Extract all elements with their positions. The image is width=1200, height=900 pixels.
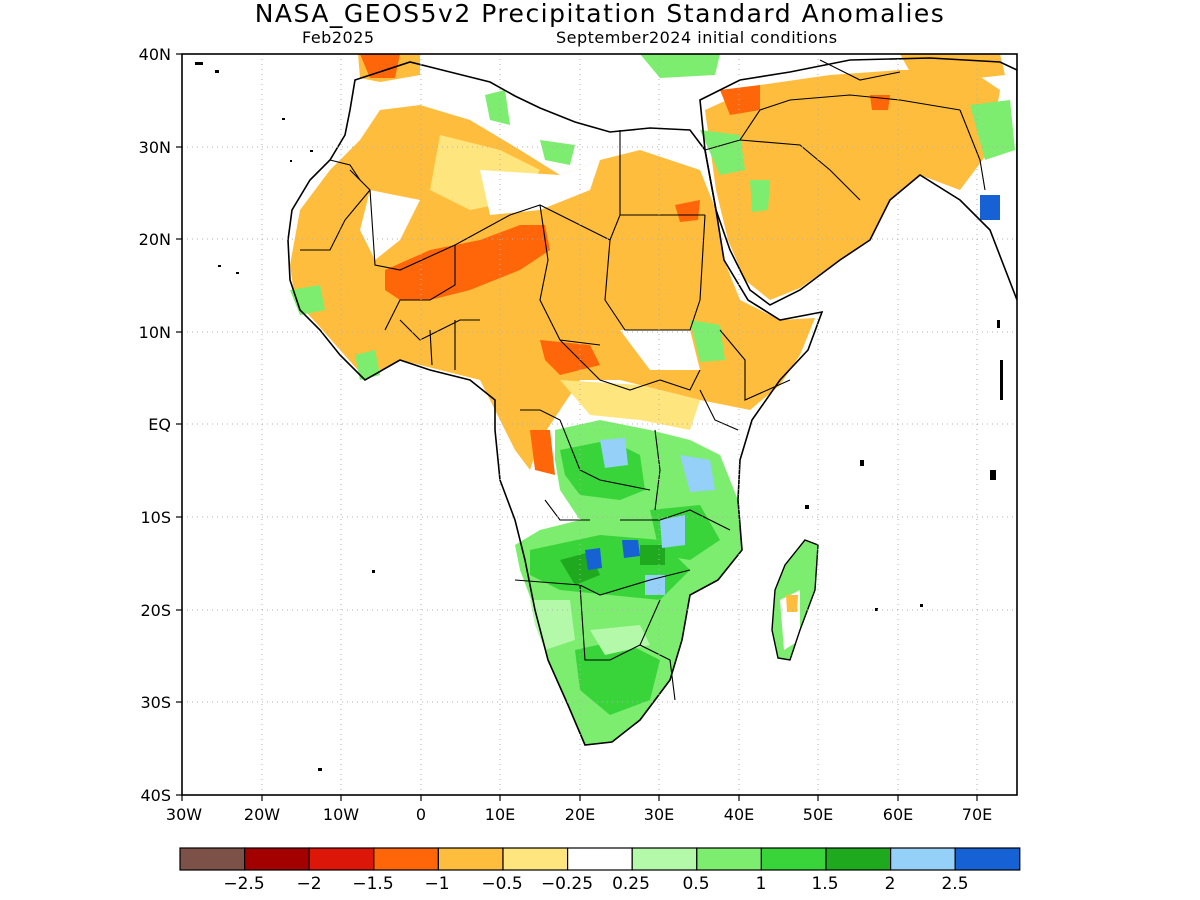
strong-dry-streak <box>530 430 555 475</box>
legend-label: 0.5 <box>682 874 709 894</box>
legend-swatch <box>437 847 504 871</box>
grid-lines <box>182 54 1017 795</box>
wet-anomaly-core <box>575 640 660 715</box>
lon-label: 10E <box>485 805 515 824</box>
lon-label: 20W <box>244 805 280 824</box>
lon-label: 20E <box>565 805 595 824</box>
strong-dry-streak <box>540 340 600 375</box>
lat-label: 20N <box>139 230 171 249</box>
legend-swatch <box>179 847 246 871</box>
legend-label: −1.5 <box>352 874 393 894</box>
lat-label: 40N <box>139 45 171 64</box>
near-normal-patch <box>360 190 420 260</box>
initial-conditions: September2024 initial conditions <box>556 28 838 47</box>
strong-dry-streak <box>675 200 700 222</box>
legend-label: 2.5 <box>941 874 968 894</box>
wet-patch-north <box>970 100 1015 160</box>
legend-swatch <box>631 847 698 871</box>
lat-label: 20S <box>140 601 171 620</box>
near-normal-patch <box>480 160 600 215</box>
wet-anomaly-light-green <box>530 600 575 650</box>
weak-dry-patch <box>560 380 700 430</box>
legend-label: 1 <box>756 874 767 894</box>
latitude-labels: 40N 30N 20N 10N EQ 10S 20S 30S 40S <box>139 45 171 805</box>
wet-anomaly-very-strong <box>980 195 1000 220</box>
legend-label: −2.5 <box>223 874 264 894</box>
lon-label: 10W <box>323 805 359 824</box>
legend-swatch <box>308 847 375 871</box>
forecast-month: Feb2025 <box>302 28 375 47</box>
longitude-labels: 30W 20W 10W 0 10E 20E 30E 40E 50E 60E 70… <box>166 805 992 824</box>
madagascar-patch <box>786 595 798 612</box>
wet-patch-west <box>355 350 380 380</box>
wet-patch-east <box>750 180 770 212</box>
country-borders <box>300 59 986 701</box>
color-legend <box>179 847 1021 871</box>
legend-label: −1 <box>424 874 449 894</box>
legend-swatch <box>954 847 1021 871</box>
axis-ticks <box>176 53 978 801</box>
wet-patch-north <box>640 54 720 78</box>
lon-label: 70E <box>962 805 992 824</box>
strong-dry-streak <box>385 225 550 300</box>
legend-swatch <box>244 847 310 871</box>
wet-anomaly-light <box>660 515 685 548</box>
legend-swatch <box>373 847 439 871</box>
legend-swatch <box>760 847 827 871</box>
lat-label: 10N <box>139 323 171 342</box>
legend-swatch <box>889 847 956 871</box>
lon-label: 30W <box>166 805 202 824</box>
wet-anomaly-light <box>600 438 628 468</box>
lat-label: 40S <box>140 786 171 805</box>
strong-dry-streak <box>360 54 400 78</box>
wet-anomaly-very-strong <box>585 548 602 570</box>
legend-swatch <box>696 847 762 871</box>
lon-label: 30E <box>644 805 674 824</box>
lon-label: 50E <box>803 805 833 824</box>
legend-label: −0.25 <box>541 874 593 894</box>
lon-label: 0 <box>416 805 426 824</box>
islands <box>195 62 1003 771</box>
legend-label: 2 <box>885 874 896 894</box>
wet-anomaly-strong <box>640 545 665 565</box>
lat-label: 30S <box>140 693 171 712</box>
legend-label: 1.5 <box>811 874 838 894</box>
lat-label: 30N <box>139 138 171 157</box>
legend-swatch <box>502 847 569 871</box>
dry-anomaly-region <box>290 105 815 470</box>
legend-label: −2 <box>296 874 321 894</box>
wet-anomaly-light <box>680 455 715 492</box>
lat-label: EQ <box>148 415 171 434</box>
legend-label: 0.25 <box>612 874 650 894</box>
wet-anomaly-light <box>645 575 665 595</box>
wet-anomaly-very-strong <box>622 540 640 558</box>
wet-patch-east <box>690 320 725 362</box>
legend-label: −0.5 <box>481 874 522 894</box>
wet-patch-north <box>485 90 510 125</box>
near-normal-patch <box>620 330 700 370</box>
lon-label: 40E <box>724 805 754 824</box>
strong-dry-streak <box>720 85 760 115</box>
lon-label: 60E <box>883 805 913 824</box>
legend-swatch <box>825 847 892 871</box>
legend-labels: −2.5 −2 −1.5 −1 −0.5 −0.25 0.25 0.5 1 1.… <box>223 874 968 894</box>
map-title: NASA_GEOS5v2 Precipitation Standard Anom… <box>254 0 946 28</box>
lat-label: 10S <box>140 508 171 527</box>
legend-swatch <box>566 847 633 871</box>
wet-patch-north <box>540 140 575 165</box>
dry-anomaly-arabia <box>705 70 1000 300</box>
